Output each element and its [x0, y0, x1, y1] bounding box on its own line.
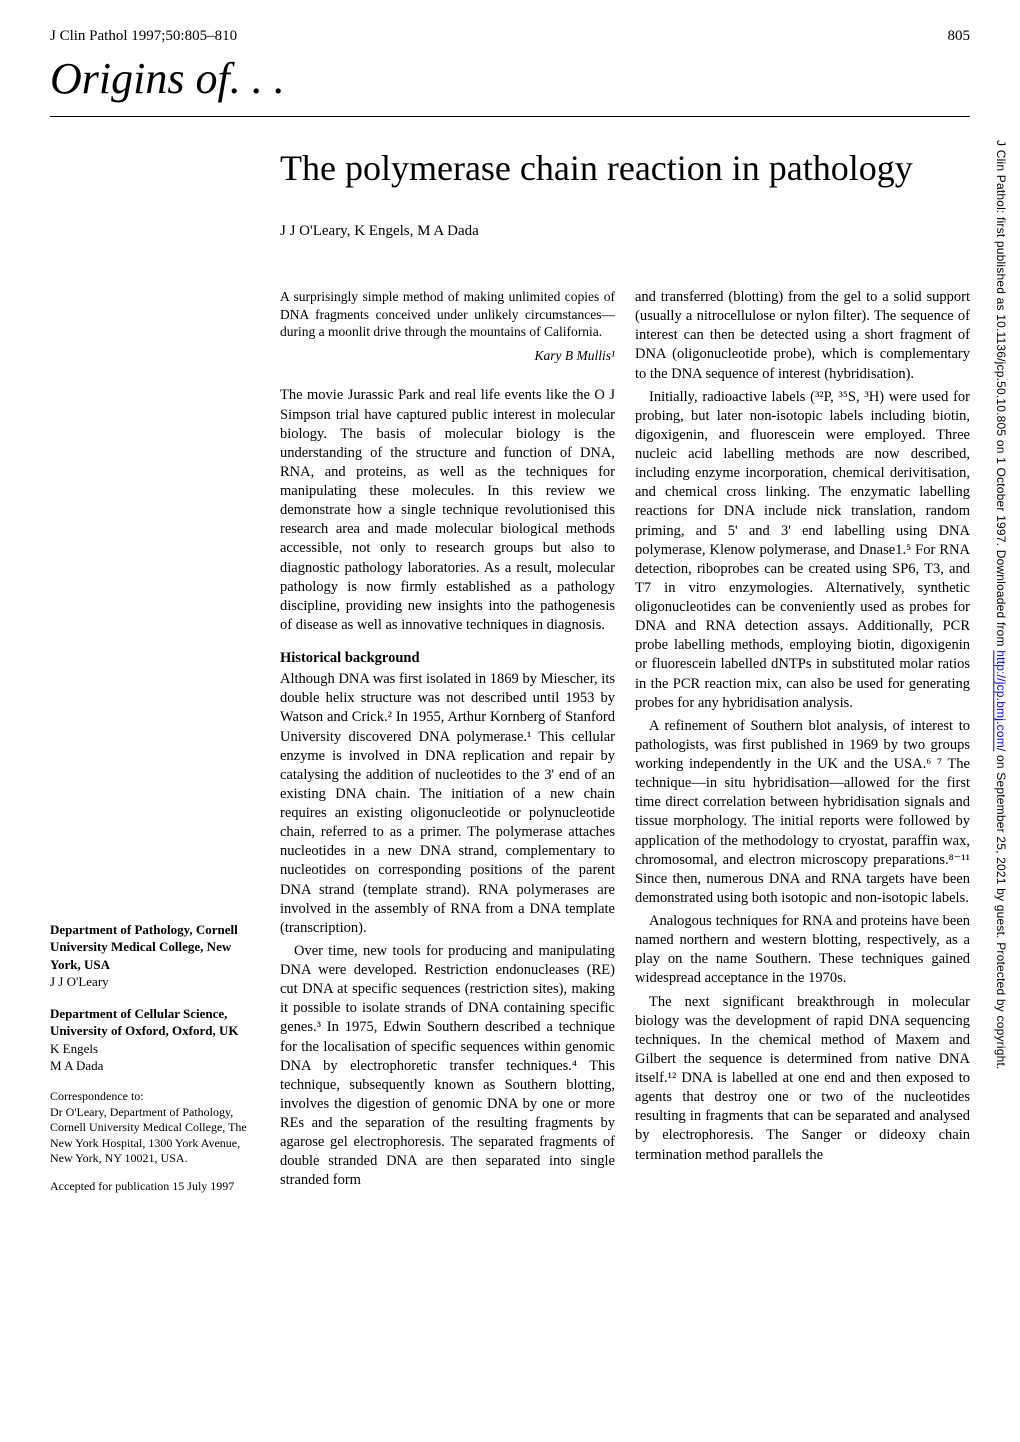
watermark-prefix: J Clin Pathol: first published as 10.113… [994, 140, 1008, 650]
journal-reference: J Clin Pathol 1997;50:805–810 [50, 28, 237, 45]
column-2: and transferred (blotting) from the gel … [635, 288, 970, 1195]
col2-para-5: The next significant breakthrough in mol… [635, 993, 970, 1165]
affiliation-2-dept: Department of Cellular Science, Universi… [50, 1005, 260, 1040]
affiliation-1-author: J J O'Leary [50, 973, 260, 991]
col2-para-3: A refinement of Southern blot analysis, … [635, 717, 970, 908]
divider [50, 116, 970, 117]
watermark-suffix: on September 25, 2021 by guest. Protecte… [994, 751, 1008, 1069]
col2-para-2: Initially, radioactive labels (³²P, ³⁵S,… [635, 388, 970, 713]
accepted-date: Accepted for publication 15 July 1997 [50, 1179, 260, 1195]
historical-para-2: Over time, new tools for producing and m… [280, 942, 615, 1191]
watermark-link[interactable]: http://jcp.bmj.com/ [994, 650, 1008, 751]
affiliations-column: Department of Pathology, Cornell Univers… [50, 288, 280, 1195]
correspondence-label: Correspondence to: [50, 1089, 260, 1105]
intro-paragraph: The movie Jurassic Park and real life ev… [280, 386, 615, 635]
body-columns: A surprisingly simple method of making u… [280, 288, 970, 1195]
page-header: J Clin Pathol 1997;50:805–810 805 [50, 28, 970, 45]
authors: J J O'Leary, K Engels, M A Dada [280, 223, 970, 240]
affiliation-1: Department of Pathology, Cornell Univers… [50, 921, 260, 991]
affiliation-1-dept: Department of Pathology, Cornell Univers… [50, 921, 260, 974]
correspondence-body: Dr O'Leary, Department of Pathology, Cor… [50, 1105, 260, 1167]
correspondence: Correspondence to: Dr O'Leary, Departmen… [50, 1089, 260, 1167]
abstract-text: A surprisingly simple method of making u… [280, 288, 615, 341]
affiliation-2: Department of Cellular Science, Universi… [50, 1005, 260, 1075]
column-1: A surprisingly simple method of making u… [280, 288, 615, 1195]
col2-para-4: Analogous techniques for RNA and protein… [635, 912, 970, 989]
section-heading-historical: Historical background [280, 649, 615, 668]
article-title: The polymerase chain reaction in patholo… [280, 147, 970, 189]
content-area: Department of Pathology, Cornell Univers… [50, 288, 970, 1195]
affiliation-2-author-2: M A Dada [50, 1057, 260, 1075]
download-watermark: J Clin Pathol: first published as 10.113… [994, 140, 1008, 1070]
page-number: 805 [948, 28, 971, 45]
abstract-attribution: Kary B Mullis¹ [280, 347, 615, 365]
affiliation-2-author-1: K Engels [50, 1040, 260, 1058]
series-title: Origins of. . . [50, 53, 970, 104]
col2-para-1: and transferred (blotting) from the gel … [635, 288, 970, 384]
historical-para-1: Although DNA was first isolated in 1869 … [280, 670, 615, 938]
